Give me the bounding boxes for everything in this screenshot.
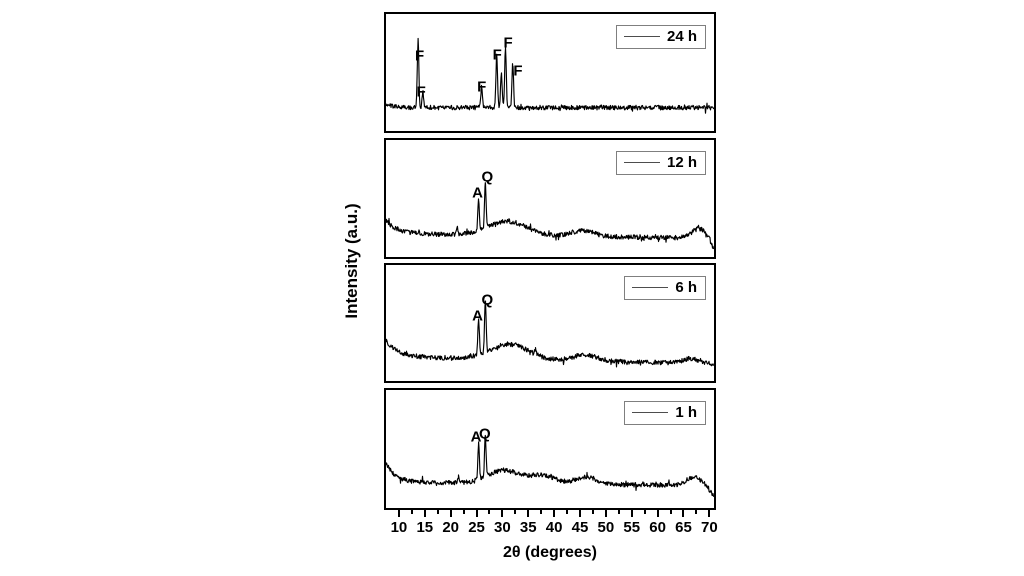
- x-axis-minor-tick: [540, 510, 543, 514]
- x-axis-major-tick: [604, 510, 607, 517]
- diffraction-pattern-line: [386, 37, 714, 114]
- legend-box-6h: 6 h: [624, 276, 706, 300]
- xrd-trace-6h: [386, 300, 714, 368]
- x-axis-major-tick: [553, 510, 556, 517]
- diffraction-pattern-line: [386, 300, 714, 368]
- x-axis-major-tick: [501, 510, 504, 517]
- legend-line-sample: [632, 412, 669, 413]
- x-axis-tick-label: 30: [494, 519, 511, 536]
- legend-line-sample: [632, 287, 669, 288]
- x-axis-tick-label: 70: [701, 519, 718, 536]
- legend-box-1h: 1 h: [624, 401, 706, 425]
- x-axis-major-tick: [527, 510, 530, 517]
- x-axis-major-tick: [708, 510, 711, 517]
- x-axis-minor-tick: [695, 510, 698, 514]
- x-axis-major-tick: [579, 510, 581, 517]
- x-axis-minor-tick: [643, 510, 646, 514]
- x-axis-tick-label: 35: [519, 519, 537, 536]
- x-axis-tick-label: 50: [597, 519, 615, 536]
- x-axis-minor-tick: [436, 510, 439, 514]
- x-axis-major-tick: [397, 510, 400, 517]
- x-axis: 2θ (degrees) 10 15 20 25 30 35 40 45 50 55 60 65 70: [384, 510, 718, 572]
- x-axis-minor-tick: [617, 510, 620, 514]
- x-axis-minor-tick: [462, 510, 465, 514]
- diffraction-pattern-line: [386, 434, 714, 497]
- x-axis-major-tick: [656, 510, 659, 517]
- legend-label: 24 h: [666, 28, 697, 45]
- x-axis-minor-tick: [410, 510, 413, 514]
- legend-label: 12 h: [666, 154, 697, 171]
- x-axis-minor-tick: [591, 510, 594, 514]
- legend-line-sample: [623, 162, 660, 163]
- legend-line-sample: [623, 36, 660, 37]
- x-axis-major-tick: [423, 510, 426, 517]
- x-axis-title: 2θ (degrees): [502, 544, 598, 561]
- x-axis-tick-label: 20: [442, 519, 459, 536]
- diffraction-pattern-line: [386, 182, 714, 250]
- x-axis-tick-label: 10: [390, 519, 408, 536]
- x-axis-minor-tick: [669, 510, 672, 514]
- y-axis-title: Intensity (a.u.): [342, 203, 361, 319]
- legend-label: 1 h: [675, 404, 697, 421]
- x-axis-major-tick: [449, 510, 452, 517]
- xrd-trace-24h: [386, 37, 714, 114]
- x-axis-tick-label: 60: [649, 519, 666, 536]
- x-axis-minor-tick: [566, 510, 569, 514]
- x-axis-tick-label: 40: [545, 519, 563, 536]
- legend-box-24h: 24 h: [615, 25, 706, 49]
- x-axis-minor-tick: [488, 510, 491, 514]
- x-axis-minor-tick: [514, 510, 517, 514]
- xrd-trace-1h: [386, 434, 714, 497]
- x-axis-tick-label: 65: [675, 519, 692, 536]
- x-axis-tick-label: 55: [623, 519, 641, 536]
- legend-label: 6 h: [675, 279, 697, 296]
- x-axis-tick-label: 15: [416, 519, 434, 536]
- legend-box-12h: 12 h: [615, 151, 706, 175]
- x-axis-tick-label: 25: [468, 519, 485, 536]
- x-axis-major-tick: [475, 510, 478, 517]
- x-axis-major-tick: [630, 510, 633, 517]
- x-axis-major-tick: [682, 510, 685, 517]
- x-axis-tick-label: 45: [571, 519, 589, 536]
- xrd-trace-12h: [386, 182, 714, 250]
